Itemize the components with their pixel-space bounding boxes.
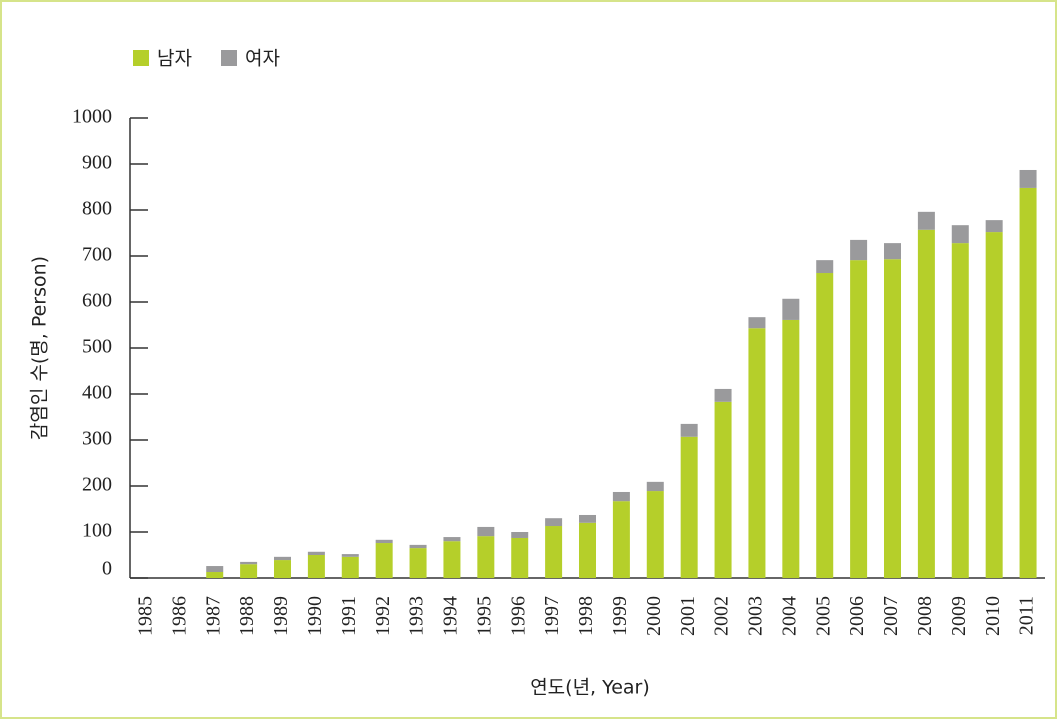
bar xyxy=(985,220,1003,233)
x-axis-title: 연도(년, Year) xyxy=(530,677,650,699)
bar xyxy=(782,298,800,320)
y-tick-label: 1000 xyxy=(72,106,112,128)
bar xyxy=(1019,187,1037,579)
x-tick-label: 1993 xyxy=(406,596,428,636)
x-tick-label: 1995 xyxy=(473,596,495,636)
x-tick-label: 2003 xyxy=(745,596,767,636)
bar xyxy=(748,328,766,578)
x-tick-label: 1991 xyxy=(338,596,360,636)
bar xyxy=(341,556,359,578)
bar xyxy=(511,532,529,538)
bar xyxy=(206,566,224,573)
legend-swatch xyxy=(221,50,237,66)
bar xyxy=(443,537,461,542)
y-tick-label: 700 xyxy=(82,244,112,266)
y-tick-label: 200 xyxy=(82,474,112,496)
bar xyxy=(307,555,325,578)
bar xyxy=(240,561,258,565)
x-tick-label: 1999 xyxy=(609,596,631,636)
bar xyxy=(477,536,495,578)
bar xyxy=(884,259,901,578)
bar xyxy=(612,491,630,502)
bar xyxy=(477,526,495,537)
bar xyxy=(274,556,291,561)
bar xyxy=(274,560,291,578)
bar xyxy=(748,317,766,329)
bar xyxy=(782,319,800,578)
y-tick-label: 900 xyxy=(82,152,112,174)
bar xyxy=(714,388,732,402)
bar xyxy=(409,548,427,578)
x-tick-label: 1986 xyxy=(168,596,190,636)
bar xyxy=(816,273,834,578)
bar xyxy=(714,401,732,578)
x-tick-label: 1996 xyxy=(507,596,529,636)
x-tick-label: 2010 xyxy=(982,596,1004,636)
legend-swatch xyxy=(133,50,149,66)
bar xyxy=(579,522,596,578)
y-tick-label: 600 xyxy=(82,290,112,312)
x-tick-label: 1997 xyxy=(541,596,563,636)
y-tick-label: 300 xyxy=(82,428,112,450)
bar xyxy=(545,518,563,527)
bar xyxy=(307,551,325,555)
y-tick-label: 100 xyxy=(82,520,112,542)
bar xyxy=(680,436,698,578)
x-tick-label: 1998 xyxy=(575,596,597,636)
y-axis-title: 감염인 수(명, Person) xyxy=(29,256,51,440)
x-tick-label: 2001 xyxy=(677,596,699,636)
x-tick-label: 1988 xyxy=(236,596,258,636)
bar xyxy=(917,211,935,230)
bar xyxy=(545,526,563,578)
bar xyxy=(409,544,427,549)
bar xyxy=(1019,169,1037,188)
y-tick-label: 800 xyxy=(82,198,112,220)
bar xyxy=(240,564,258,578)
x-tick-label: 1987 xyxy=(202,596,224,636)
x-tick-label: 2009 xyxy=(948,596,970,636)
bar xyxy=(917,229,935,578)
bar xyxy=(206,572,224,578)
x-tick-label: 1992 xyxy=(372,596,394,636)
x-tick-label: 2000 xyxy=(643,596,665,636)
bar xyxy=(612,501,630,578)
bar xyxy=(579,514,596,523)
x-tick-label: 2004 xyxy=(778,596,800,636)
x-tick-label: 2005 xyxy=(812,596,834,636)
x-tick-label: 2011 xyxy=(1016,596,1038,635)
x-tick-label: 2007 xyxy=(880,596,902,636)
bar xyxy=(884,243,901,260)
bar xyxy=(341,554,359,557)
x-tick-label: 1985 xyxy=(135,596,157,636)
y-tick-label: 500 xyxy=(82,336,112,358)
bar xyxy=(511,537,529,578)
bar xyxy=(850,239,868,261)
bar xyxy=(850,260,868,578)
bar xyxy=(375,539,393,544)
bar xyxy=(816,260,834,274)
x-tick-label: 1994 xyxy=(440,596,462,636)
x-tick-label: 1990 xyxy=(304,596,326,636)
legend-label: 남자 xyxy=(157,48,192,70)
legend-label: 여자 xyxy=(245,48,280,70)
x-tick-label: 2002 xyxy=(711,596,733,636)
x-tick-label: 2008 xyxy=(914,596,936,636)
bar xyxy=(646,481,664,492)
x-tick-label: 1989 xyxy=(270,596,292,636)
y-tick-label: 400 xyxy=(82,382,112,404)
bar xyxy=(443,541,461,578)
bar xyxy=(646,491,664,578)
x-tick-label: 2006 xyxy=(846,596,868,636)
bar xyxy=(951,225,969,244)
bar xyxy=(375,543,393,578)
bar xyxy=(985,232,1003,578)
bar xyxy=(951,243,969,578)
y-tick-label: 0 xyxy=(102,558,112,580)
bar xyxy=(680,423,698,437)
